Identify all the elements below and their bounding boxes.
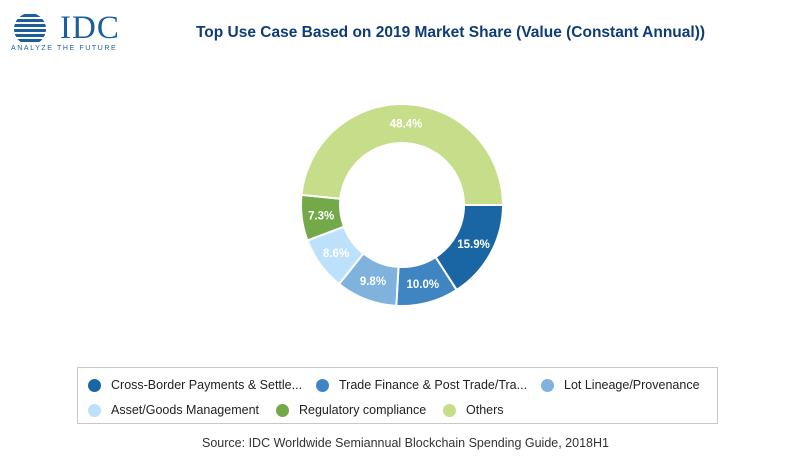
globe-logo-icon: [14, 14, 46, 42]
legend-label-0: Cross-Border Payments & Settle...: [111, 378, 303, 392]
source-note: Source: IDC Worldwide Semiannual Blockch…: [202, 436, 609, 450]
legend-label-2: Lot Lineage/Provenance: [564, 378, 700, 392]
legend-label-3: Asset/Goods Management: [111, 403, 259, 417]
slice-label-4: 7.3%: [308, 210, 334, 222]
legend-swatch-1: [316, 378, 329, 392]
legend-swatch-5: [443, 403, 456, 417]
donut-chart: 15.9% 10.0% 9.8% 8.6% 7.3% 48.4%: [300, 103, 505, 307]
legend-item-1[interactable]: Trade Finance & Post Trade/Tra...: [316, 378, 527, 392]
slice-label-1: 10.0%: [406, 279, 439, 291]
slice-label-5: 48.4%: [390, 119, 423, 131]
slice-label-2: 9.8%: [360, 276, 386, 288]
legend-swatch-0: [88, 378, 101, 392]
legend-swatch-4: [276, 403, 289, 417]
legend-swatch-3: [88, 403, 101, 417]
legend-item-5[interactable]: Others: [443, 403, 504, 417]
logo-wordmark: IDC: [60, 10, 120, 46]
legend-swatch-2: [541, 378, 554, 392]
legend-item-4[interactable]: Regulatory compliance: [276, 403, 426, 417]
logo-tagline: ANALYZE THE FUTURE: [11, 45, 118, 52]
legend-item-2[interactable]: Lot Lineage/Provenance: [541, 378, 700, 392]
chart-title: Top Use Case Based on 2019 Market Share …: [195, 24, 706, 41]
donut-slice-5[interactable]: [300, 103, 505, 206]
idc-logo: IDC ANALYZE THE FUTURE: [10, 10, 120, 54]
slice-label-0: 15.9%: [457, 239, 490, 251]
legend-item-0[interactable]: Cross-Border Payments & Settle...: [88, 378, 302, 392]
slice-label-3: 8.6%: [323, 248, 349, 260]
legend-label-5: Others: [466, 403, 504, 417]
legend-label-1: Trade Finance & Post Trade/Tra...: [339, 378, 528, 392]
legend-item-3[interactable]: Asset/Goods Management: [88, 403, 259, 417]
legend-label-4: Regulatory compliance: [299, 403, 427, 417]
chart-legend: Cross-Border Payments & Settle... Trade F…: [77, 367, 718, 424]
